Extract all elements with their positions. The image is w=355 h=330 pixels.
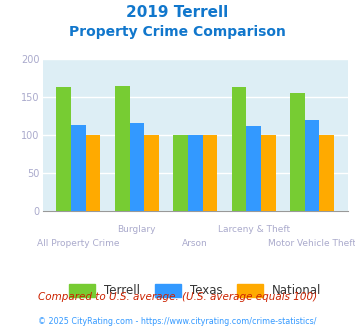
Bar [71,125,86,211]
Bar [232,87,246,211]
Bar [203,135,217,211]
Bar [320,135,334,211]
Text: Arson: Arson [182,239,208,248]
Text: Larceny & Theft: Larceny & Theft [218,225,290,234]
Text: Motor Vehicle Theft: Motor Vehicle Theft [268,239,355,248]
Bar [246,126,261,211]
Text: Burglary: Burglary [118,225,156,234]
Bar [305,120,320,211]
Text: Property Crime Comparison: Property Crime Comparison [69,25,286,39]
Text: All Property Crime: All Property Crime [37,239,120,248]
Bar [115,86,130,211]
Text: © 2025 CityRating.com - https://www.cityrating.com/crime-statistics/: © 2025 CityRating.com - https://www.city… [38,317,317,326]
Bar [56,87,71,211]
Bar [173,135,188,211]
Legend: Terrell, Texas, National: Terrell, Texas, National [69,284,322,297]
Text: Compared to U.S. average. (U.S. average equals 100): Compared to U.S. average. (U.S. average … [38,292,317,302]
Bar [86,135,100,211]
Bar [188,135,203,211]
Bar [144,135,159,211]
Text: 2019 Terrell: 2019 Terrell [126,5,229,20]
Bar [130,123,144,211]
Bar [290,93,305,211]
Bar [261,135,275,211]
